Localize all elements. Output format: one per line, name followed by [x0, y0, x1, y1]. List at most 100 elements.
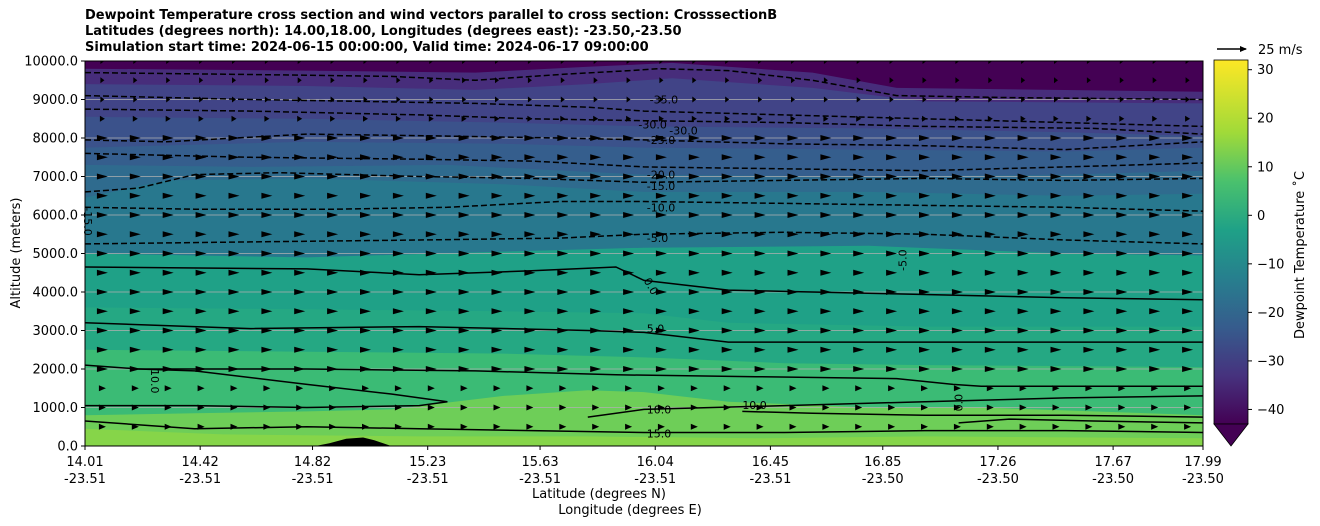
wind-vector [162, 135, 174, 141]
wind-vector [655, 192, 667, 199]
wind-vector [195, 173, 207, 180]
wind-vector [1050, 308, 1062, 315]
wind-vector [162, 250, 174, 257]
wind-vector [593, 77, 598, 84]
wind-vector [886, 346, 898, 353]
wind-vector [1050, 289, 1062, 295]
title-line-3: Simulation start time: 2024-06-15 00:00:… [85, 40, 649, 55]
wind-vector [261, 212, 273, 218]
wind-vector [294, 289, 306, 295]
y-tick-label: 7000.0 [33, 170, 79, 185]
wind-vector [625, 385, 633, 392]
wind-vector [392, 327, 404, 334]
wind-vector [1017, 308, 1029, 315]
wind-vector [655, 250, 667, 257]
wind-vector [655, 154, 667, 161]
wind-vector [853, 212, 865, 218]
wind-vector [360, 231, 371, 238]
wind-vector [491, 173, 503, 180]
wind-vector [129, 135, 141, 141]
wind-vector [919, 308, 930, 315]
wind-vector [98, 385, 106, 392]
wind-vector [754, 154, 766, 161]
wind-vector [1086, 115, 1092, 122]
wind-vector [721, 212, 733, 218]
wind-vector [754, 231, 766, 238]
wind-vector [789, 404, 797, 411]
wind-vector [360, 154, 371, 161]
wind-vector [166, 96, 171, 103]
wind-vector [1083, 154, 1095, 161]
wind-vector [1149, 212, 1161, 218]
wind-vector [96, 192, 108, 199]
wind-vector [1019, 423, 1027, 430]
wind-vector [757, 115, 763, 122]
wind-vector [327, 231, 339, 238]
wind-vector [688, 327, 700, 334]
wind-vector [1083, 327, 1095, 334]
wind-vector [195, 135, 207, 141]
wind-vector [360, 192, 371, 199]
x-tick-label-lon: -23.51 [519, 472, 561, 487]
wind-vector [294, 346, 306, 353]
contour-line [85, 171, 1203, 193]
wind-vector [261, 173, 273, 180]
wind-vector [919, 173, 930, 180]
wind-vector [590, 308, 602, 315]
wind-vector [856, 61, 861, 64]
wind-vector [820, 135, 832, 141]
wind-vector [1185, 115, 1191, 122]
wind-vector [1017, 212, 1029, 218]
x-tick-label-lon: -23.51 [64, 472, 106, 487]
wind-vector [590, 135, 602, 141]
wind-vector [984, 250, 996, 257]
wind-vector [888, 423, 896, 430]
wind-vector [758, 96, 763, 103]
contour-label: -25.0 [647, 134, 675, 147]
wind-vector [495, 96, 499, 103]
wind-vector [330, 61, 335, 64]
wind-vector [462, 61, 467, 64]
wind-vector [491, 212, 503, 218]
wind-vector [951, 135, 963, 141]
wind-vector [1083, 366, 1095, 372]
wind-vector [1184, 423, 1192, 430]
wind-vector [232, 77, 236, 84]
wind-vector [987, 115, 993, 122]
wind-vector [1116, 212, 1128, 218]
wind-vector [886, 289, 898, 295]
wind-vector [392, 212, 404, 218]
wind-vector [1085, 385, 1093, 392]
x-tick-label-lat: 16.04 [637, 455, 674, 470]
colorbar-tick-label: 20 [1257, 112, 1274, 127]
wind-vector [820, 173, 832, 180]
wind-vector [360, 173, 371, 180]
wind-vector [921, 385, 928, 392]
wind-vector [129, 212, 141, 218]
wind-vector [297, 96, 302, 103]
wind-vector [560, 115, 566, 122]
wind-vector [1182, 135, 1194, 141]
wind-vector [1152, 61, 1157, 64]
wind-vector [954, 115, 960, 122]
wind-vector [1050, 327, 1062, 334]
wind-vector [787, 327, 799, 334]
wind-vector [590, 154, 602, 161]
wind-vector [396, 96, 401, 103]
wind-vector [1182, 269, 1194, 276]
wind-vector [721, 135, 733, 141]
wind-vector [789, 385, 797, 392]
wind-vector [791, 96, 795, 103]
wind-vector [129, 250, 141, 257]
wind-vector [327, 250, 339, 257]
wind-vector [758, 61, 763, 64]
wind-vector [524, 135, 536, 141]
wind-vector [822, 423, 830, 430]
wind-vector [527, 96, 532, 103]
wind-vector [395, 115, 401, 122]
wind-vector [294, 173, 306, 180]
wind-vector [524, 250, 536, 257]
wind-vector [1052, 385, 1060, 392]
wind-vector [988, 61, 993, 64]
wind-vector [1182, 308, 1194, 315]
